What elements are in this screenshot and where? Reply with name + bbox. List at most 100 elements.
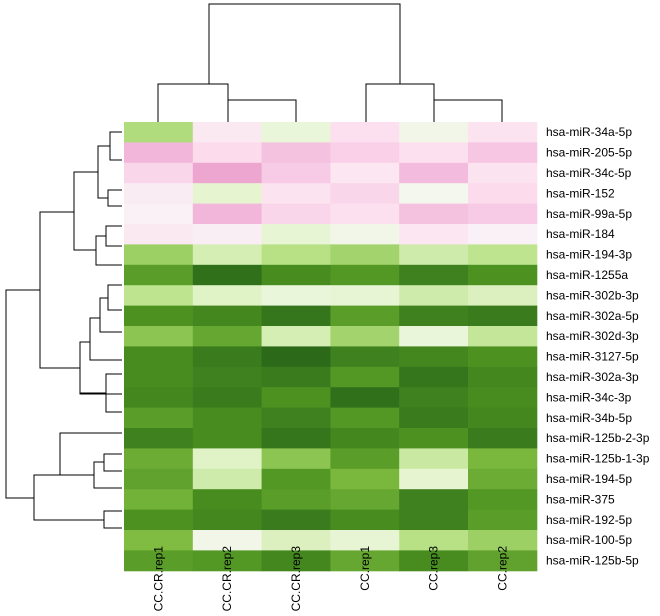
heatmap-cell — [468, 346, 538, 368]
heatmap-cell — [399, 326, 469, 347]
heatmap-cell — [192, 305, 263, 327]
heatmap-cell — [261, 203, 331, 225]
heatmap-cell — [124, 448, 194, 470]
heatmap-cell — [330, 244, 400, 266]
heatmap-cell — [192, 183, 263, 205]
row-label: hsa-miR-194-3p — [546, 248, 632, 262]
heatmap-cell — [261, 448, 331, 470]
row-label: hsa-miR-34a-5p — [546, 125, 632, 139]
heatmap-cell — [192, 509, 263, 531]
heatmap-cell — [330, 407, 400, 429]
heatmap-cell — [261, 346, 331, 368]
heatmap-cell — [468, 509, 538, 531]
heatmap-cell — [192, 203, 263, 225]
heatmap-cell — [399, 366, 469, 388]
row-label: hsa-miR-34c-5p — [546, 166, 632, 180]
heatmap-cell — [192, 366, 263, 388]
heatmap-cell — [261, 407, 331, 429]
heatmap-cell — [124, 346, 194, 368]
heatmap-cell — [261, 550, 331, 572]
row-label: hsa-miR-34b-5p — [546, 411, 632, 425]
heatmap-cell — [468, 224, 538, 245]
row-labels: hsa-miR-34a-5p hsa-miR-205-5p hsa-miR-34c-… — [546, 125, 650, 567]
heatmap-cell — [330, 509, 400, 531]
heatmap-cell — [399, 407, 469, 429]
heatmap-cell — [468, 264, 538, 286]
heatmap-cell — [399, 346, 469, 368]
heatmap-cell — [468, 203, 538, 225]
row-dendrogram-part-10 — [33, 474, 122, 529]
heatmap-cell — [124, 264, 194, 286]
row-label: hsa-miR-1255a — [546, 268, 628, 282]
heatmap-cell — [399, 428, 469, 449]
heatmap-cell — [192, 489, 263, 511]
row-label: hsa-miR-302a-3p — [546, 370, 639, 384]
heatmap-cell — [330, 264, 400, 286]
heatmap-cell — [124, 122, 194, 143]
column-label: CC.CR.rep2 — [220, 546, 234, 612]
heatmap-cell — [330, 530, 400, 551]
row-dendrogram-part-6 — [80, 373, 122, 413]
heatmap-cell — [192, 122, 263, 143]
heatmap-cell — [192, 407, 263, 429]
heatmap-cell — [468, 162, 538, 184]
heatmap-cell — [124, 550, 194, 572]
heatmap-cell — [124, 468, 194, 490]
heatmap-cell — [399, 530, 469, 551]
heatmap-cell — [330, 448, 400, 470]
row-label: hsa-miR-205-5p — [546, 146, 632, 160]
heatmap-cell — [330, 366, 400, 388]
row-label: hsa-miR-302d-3p — [546, 329, 639, 343]
row-label: hsa-miR-125b-2-3p — [546, 431, 650, 445]
heatmap-cell — [468, 244, 538, 266]
heatmap-cell — [399, 448, 469, 470]
heatmap-cell — [261, 530, 331, 551]
heatmap-cell — [468, 407, 538, 429]
row-dendrogram-part-8 — [59, 432, 122, 489]
heatmap-cell — [261, 428, 331, 449]
heatmap-cell — [261, 489, 331, 511]
heatmap-cell — [330, 162, 400, 184]
heatmap-cell — [399, 183, 469, 205]
row-dendrogram-part-3 — [95, 225, 122, 266]
heatmap-cell — [399, 285, 469, 307]
row-dendrogram — [5, 131, 122, 529]
heatmap-cell — [192, 224, 263, 245]
heatmap-cell — [261, 264, 331, 286]
heatmap-cell — [330, 489, 400, 511]
heatmap-cell — [399, 203, 469, 225]
heatmap-cell — [330, 468, 400, 490]
heatmap-cell — [192, 468, 263, 490]
heatmap-cell — [192, 264, 263, 286]
heatmap-cell — [468, 428, 538, 449]
column-dendrogram-cluster-cc — [365, 83, 503, 122]
heatmap-cell — [399, 142, 469, 164]
heatmap-cell — [330, 142, 400, 164]
heatmap-cell — [124, 509, 194, 531]
heatmap-cell — [468, 142, 538, 164]
row-label: hsa-miR-302b-3p — [546, 288, 639, 302]
heatmap-cell — [399, 550, 469, 572]
heatmap-cell — [399, 162, 469, 184]
heatmap-cell — [192, 550, 263, 572]
heatmap-cell — [330, 183, 400, 205]
heatmap-cell — [261, 244, 331, 266]
row-label: hsa-miR-184 — [546, 227, 615, 241]
heatmap-cell — [192, 387, 263, 409]
heatmap-cell — [261, 183, 331, 205]
row-label: hsa-miR-125b-1-3p — [546, 452, 650, 466]
heatmap-cell — [399, 489, 469, 511]
row-dendrogram-part-9 — [5, 289, 40, 499]
row-label: hsa-miR-302a-5p — [546, 309, 639, 323]
heatmap-cell — [124, 387, 194, 409]
heatmap-cell — [399, 122, 469, 143]
heatmap-cell — [468, 183, 538, 205]
heatmap-cell — [192, 142, 263, 164]
heatmap-cell — [468, 387, 538, 409]
heatmap-cell — [330, 224, 400, 245]
heatmap-cell — [192, 448, 263, 470]
row-label: hsa-miR-125b-5p — [546, 554, 639, 568]
heatmap-cell — [468, 305, 538, 327]
